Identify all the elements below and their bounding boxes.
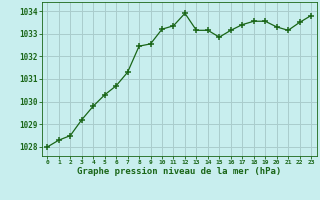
X-axis label: Graphe pression niveau de la mer (hPa): Graphe pression niveau de la mer (hPa) xyxy=(77,167,281,176)
